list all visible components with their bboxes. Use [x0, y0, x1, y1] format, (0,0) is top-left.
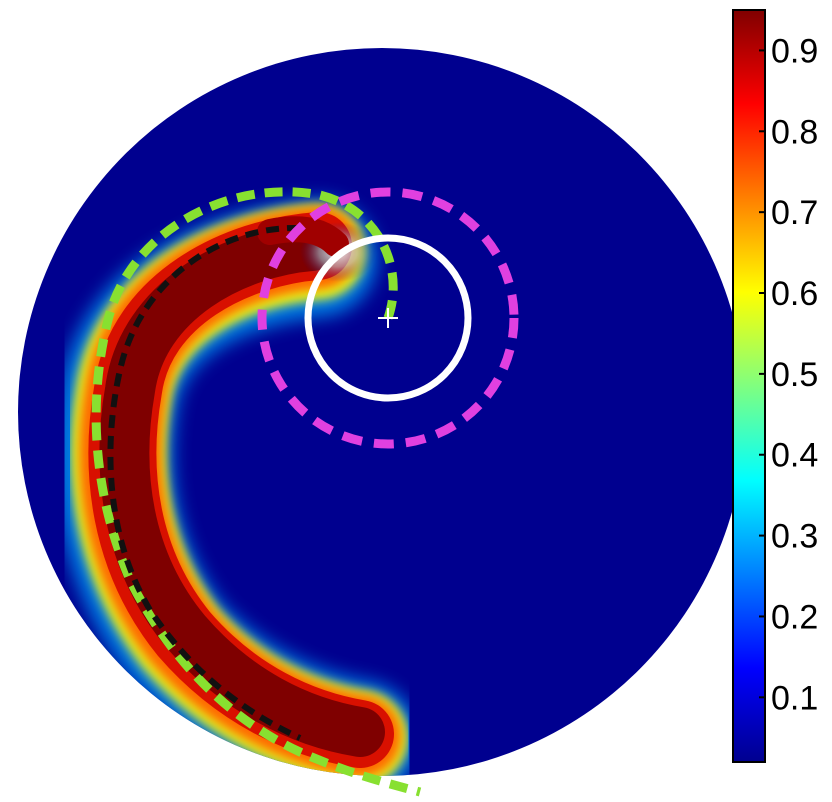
colorbar-frame [732, 9, 766, 763]
green-dashed-spiral [91, 187, 422, 797]
heatmap-disk [18, 48, 746, 776]
overlays [91, 187, 519, 797]
white-circle [304, 234, 472, 402]
center-marker [378, 308, 398, 328]
colorbar: 0.1 0.2 0.3 0.4 0.5 0.6 0.7 0.8 0.9 [732, 9, 818, 763]
colorbar-tick-label: 0.2 [771, 598, 818, 636]
colorbar-ticks: 0.1 0.2 0.3 0.4 0.5 0.6 0.7 0.8 0.9 [759, 32, 818, 717]
colorbar-tick-label: 0.5 [771, 356, 818, 394]
colorbar-tick-label: 0.4 [771, 437, 818, 475]
spiral-band [54, 199, 419, 776]
black-dashed-spiral [107, 224, 302, 741]
colorbar-tick-label: 0.8 [771, 113, 818, 151]
colorbar-tick-label: 0.7 [771, 194, 818, 232]
band-core [99, 221, 385, 757]
colorbar-tick-label: 0.3 [771, 518, 818, 556]
colorbar-tick-label: 0.6 [771, 275, 818, 313]
colorbar-fill [733, 10, 765, 762]
magenta-dashed-circle [257, 187, 519, 449]
band-tip [257, 216, 349, 257]
colorbar-tick-label: 0.9 [771, 32, 818, 70]
colorbar-tick-label: 0.1 [771, 679, 818, 717]
